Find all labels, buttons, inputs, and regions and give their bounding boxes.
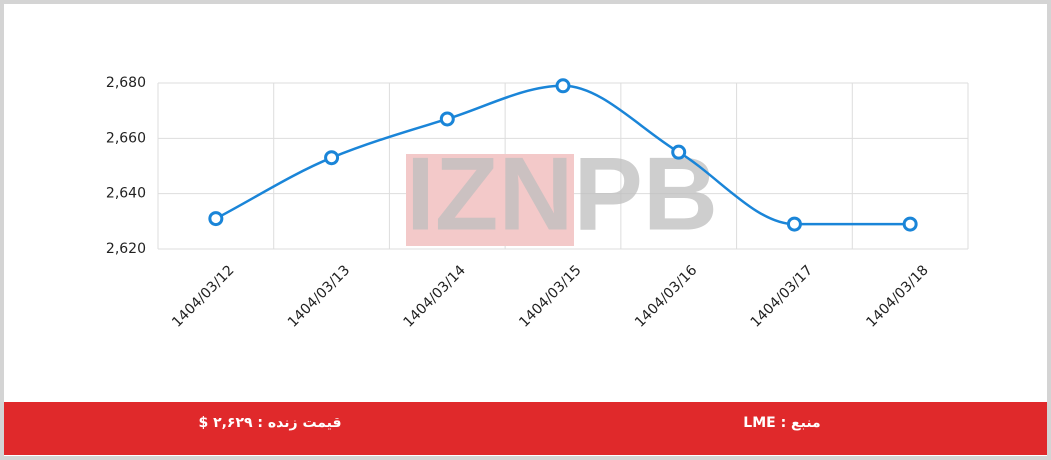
y-tick-label: 2,640	[106, 186, 146, 202]
point	[208, 211, 224, 227]
point	[786, 216, 802, 232]
footer-bar	[4, 402, 1047, 455]
y-tick-label: 2,660	[106, 130, 146, 146]
watermark-stripes	[406, 154, 574, 246]
point	[902, 216, 918, 232]
point	[671, 144, 687, 160]
source: منبع : LME	[743, 415, 820, 431]
y-tick-label: 2,680	[106, 75, 146, 91]
watermark: IZNPB	[406, 136, 718, 252]
point	[439, 111, 455, 127]
point	[324, 150, 340, 166]
live-price: قیمت زنده : ۲,۶۲۹ $	[198, 415, 341, 431]
watermark-group: IZNPB	[406, 136, 718, 252]
y-tick-label: 2,620	[106, 241, 146, 257]
point	[555, 78, 571, 94]
